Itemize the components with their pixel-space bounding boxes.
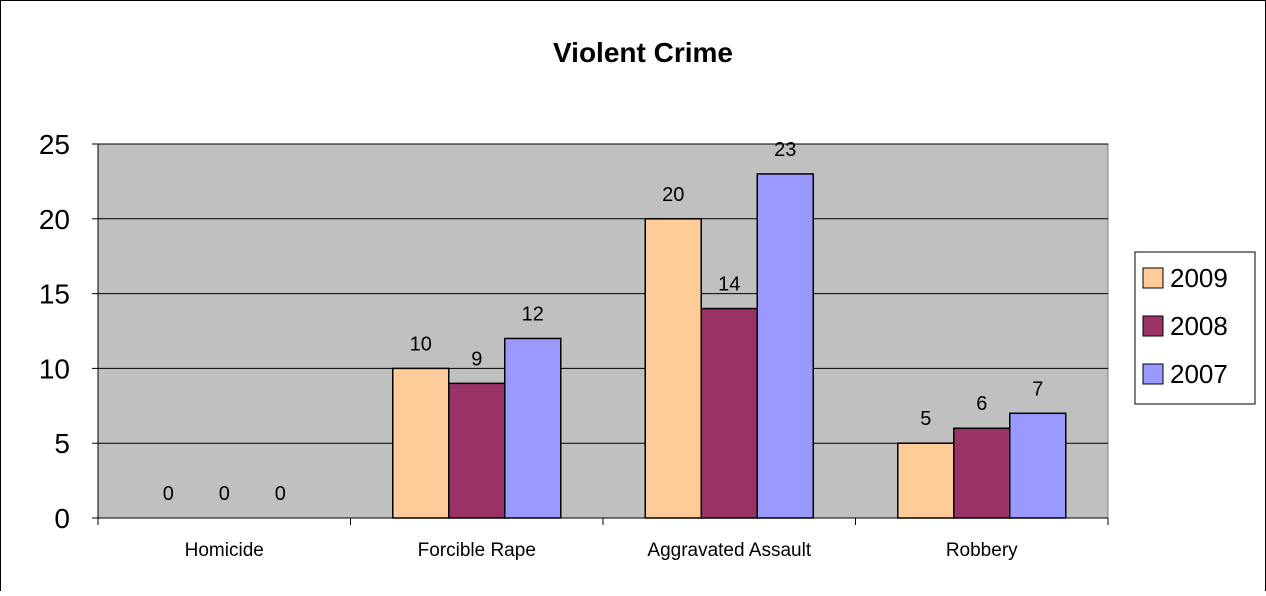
- bar: [448, 382, 506, 519]
- y-tick-label: 20: [39, 204, 70, 235]
- data-label: 0: [219, 483, 230, 505]
- bar: [953, 427, 1011, 519]
- data-label: 12: [522, 303, 544, 325]
- y-tick-label: 15: [39, 279, 70, 310]
- data-label: 20: [662, 184, 684, 206]
- legend-label: 2007: [1170, 359, 1228, 389]
- x-tick-label: Robbery: [946, 540, 1018, 561]
- data-label: 6: [976, 393, 987, 415]
- bar: [392, 367, 450, 519]
- bars: [392, 173, 1067, 519]
- chart-title: Violent Crime: [553, 37, 733, 68]
- bar: [1009, 412, 1067, 519]
- x-tick-label: Forcible Rape: [418, 540, 536, 561]
- data-label: 7: [1032, 378, 1043, 400]
- data-label: 14: [718, 274, 740, 296]
- data-label: 0: [275, 483, 286, 505]
- gridlines: [98, 143, 1108, 444]
- data-labels: 0 0 0 10 9 12 20 14 23 5 6 7: [163, 139, 1044, 505]
- y-axis: 0 5 10 15 20 25: [39, 129, 99, 534]
- legend: 2009 2008 2007: [1134, 251, 1256, 405]
- y-tick-label: 0: [54, 503, 70, 534]
- x-tick-label: Aggravated Assault: [647, 540, 811, 561]
- data-label: 0: [163, 483, 174, 505]
- y-tick-label: 5: [54, 428, 70, 459]
- legend-swatch: [1142, 363, 1164, 385]
- bar: [504, 337, 562, 519]
- y-tick-label: 10: [39, 353, 70, 384]
- y-tick-label: 25: [39, 129, 70, 160]
- data-label: 23: [774, 139, 796, 161]
- bar: [897, 442, 955, 519]
- data-label: 10: [410, 333, 432, 355]
- data-label: 9: [471, 348, 482, 370]
- legend-label: 2009: [1170, 263, 1228, 293]
- bar: [644, 218, 702, 519]
- bar: [700, 307, 758, 519]
- bar: [756, 173, 814, 519]
- x-tick-label: Homicide: [185, 540, 264, 561]
- legend-swatch: [1142, 315, 1164, 337]
- legend-swatch: [1142, 267, 1164, 289]
- legend-label: 2008: [1170, 311, 1228, 341]
- data-label: 5: [920, 408, 931, 430]
